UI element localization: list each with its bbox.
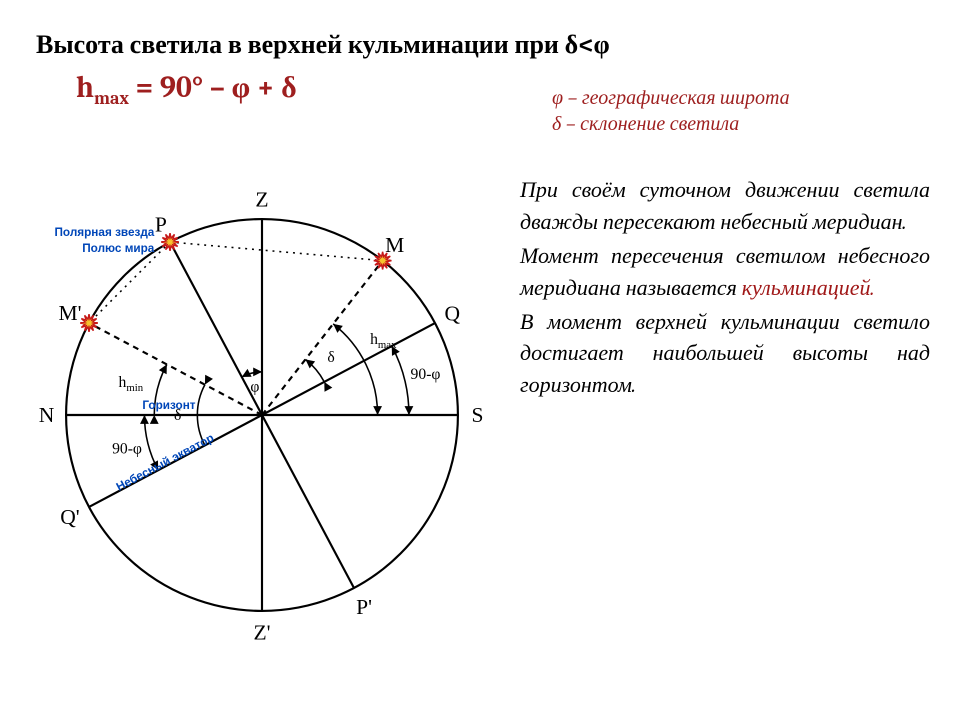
diagram-label: P: [155, 213, 167, 237]
para-1: При своём суточном движении светила дваж…: [520, 175, 930, 239]
diagram-label: Z: [255, 187, 268, 211]
formula: hmax = 90° – φ + δ: [76, 70, 924, 109]
culmination-word: кульминацией.: [742, 275, 875, 301]
label-polaris: Полярная звезда: [54, 226, 154, 239]
diagram-label: Q': [60, 505, 79, 529]
angle-label: φ: [250, 378, 259, 395]
diagram-label: Q: [445, 302, 461, 326]
body-text: При своём суточном движении светила дваж…: [520, 175, 930, 404]
diagram-label: M': [58, 301, 81, 325]
angle-label: hmax: [370, 331, 397, 351]
diagram-label: M: [385, 233, 404, 257]
diagram-label: P': [356, 595, 372, 619]
celestial-diagram: N S Z Z' P P' Q Q' M M' Полярная звезда Полюс мира Г…: [22, 150, 502, 680]
para-2: Момент пересечения светилом небесного ме…: [520, 241, 930, 305]
angle-label: δ: [174, 407, 181, 424]
angle-label: 90-φ: [112, 441, 142, 458]
legend-block: φ – географическая широта δ – склонение …: [552, 85, 790, 137]
legend-delta: δ – склонение светила: [552, 111, 790, 137]
para-3: В момент верхней кульминации светило дос…: [520, 307, 930, 403]
legend-phi: φ – географическая широта: [552, 85, 790, 111]
diagram-label: N: [39, 403, 55, 427]
label-pole: Полюс мира: [82, 242, 155, 255]
diagram-label: S: [472, 403, 484, 427]
angle-label: 90-φ: [411, 366, 441, 383]
angle-label: δ: [327, 349, 334, 366]
diagram-label: Z': [253, 620, 270, 644]
page-title: Высота светила в верхней кульминации при…: [36, 30, 924, 60]
label-horizon: Горизонт: [142, 399, 195, 412]
angle-label: hmin: [119, 374, 144, 394]
